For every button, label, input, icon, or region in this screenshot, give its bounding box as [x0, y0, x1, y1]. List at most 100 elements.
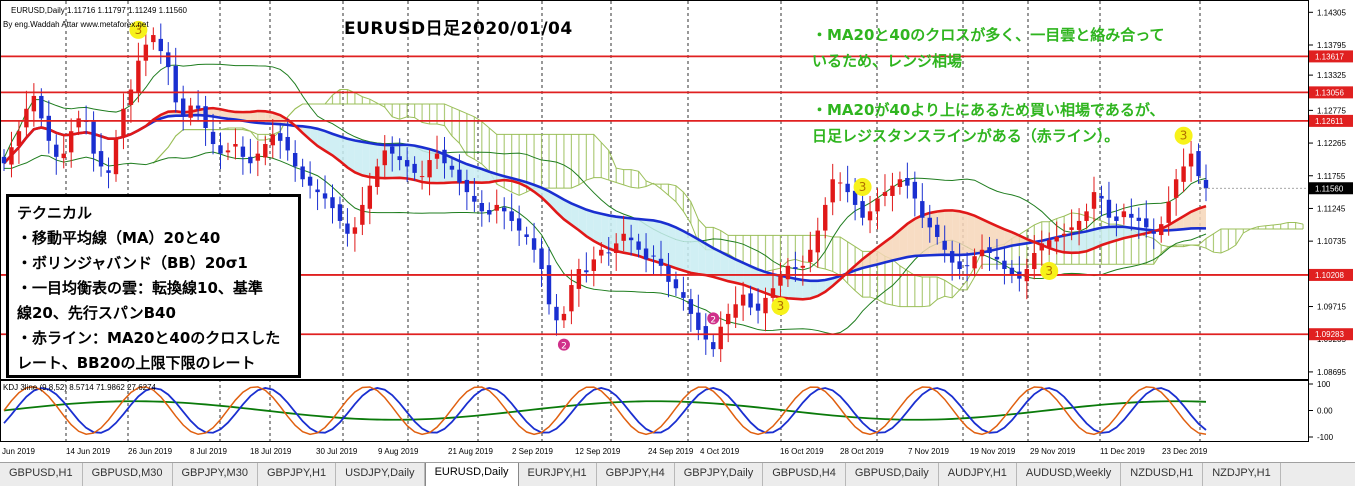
candle-body	[99, 151, 103, 166]
candle-body	[390, 147, 394, 154]
candle-body	[263, 144, 267, 157]
candle-body	[397, 156, 401, 160]
tech-line-redline-cont: レート、BB20の上限下限のレート	[17, 351, 298, 376]
ma-fill-segment	[698, 239, 705, 275]
candle-body	[278, 133, 282, 141]
tab-eurjpy-h1[interactable]: EURJPY,H1	[519, 463, 597, 486]
candle-body	[913, 182, 917, 199]
candle-body	[1122, 211, 1126, 217]
candle-body	[659, 259, 663, 266]
candle-body	[457, 170, 461, 183]
tab-gbpusd-daily[interactable]: GBPUSD,Daily	[846, 463, 939, 486]
tab-nzdusd-h1[interactable]: NZDUSD,H1	[1121, 463, 1203, 486]
candle-body	[517, 218, 521, 230]
tab-gbpjpy-m30[interactable]: GBPJPY,M30	[173, 463, 258, 486]
candle-body	[972, 256, 976, 268]
tab-nzdjpy-h1[interactable]: NZDJPY,H1	[1203, 463, 1280, 486]
candle-body	[465, 180, 469, 192]
tab-gbpusd-h1[interactable]: GBPUSD,H1	[0, 463, 83, 486]
candle-body	[1137, 218, 1141, 221]
candle-body	[719, 327, 723, 349]
candle-body	[1107, 200, 1111, 218]
date-axis-label: 12 Sep 2019	[575, 447, 621, 456]
candle-body	[689, 299, 693, 314]
tech-line-ichimoku-cont: 線20、先行スパンB40	[17, 301, 298, 326]
candle-body	[696, 313, 700, 330]
candle-body	[980, 250, 984, 256]
candle-body	[868, 211, 872, 220]
ma-fill-segment	[631, 218, 638, 256]
ma-fill-segment	[594, 212, 601, 245]
candle-body	[629, 238, 633, 241]
candle-body	[1092, 192, 1096, 209]
date-axis-label: 23 Dec 2019	[1162, 447, 1208, 456]
candle-body	[353, 227, 357, 233]
candle-body	[838, 182, 842, 183]
price-tick-label: 1.12775	[1317, 106, 1346, 115]
candle-body	[435, 154, 439, 159]
candle-body	[733, 304, 737, 317]
candle-body	[621, 234, 625, 241]
chart-title: EURUSD日足2020/01/04	[344, 14, 573, 39]
candle-body	[607, 252, 611, 253]
candle-body	[1204, 180, 1208, 188]
candle-body	[218, 145, 222, 153]
wave-marker-label: 3	[1045, 264, 1053, 278]
candle-body	[196, 106, 200, 109]
candle-body	[1069, 227, 1073, 230]
candle-body	[188, 106, 192, 118]
candle-body	[748, 293, 752, 307]
date-axis-label: 21 Aug 2019	[448, 447, 493, 456]
wave-marker-label: 3	[777, 299, 785, 313]
candle-body	[271, 134, 275, 145]
candle-body	[1084, 211, 1088, 221]
candle-body	[1174, 179, 1178, 198]
tab-gbpjpy-h4[interactable]: GBPJPY,H4	[597, 463, 675, 486]
price-tick-label: 1.12265	[1317, 139, 1346, 148]
candle-body	[1189, 154, 1193, 167]
tab-eurusd-daily[interactable]: EURUSD,Daily	[425, 462, 519, 486]
candle-body	[898, 179, 902, 187]
ma-fill-segment	[691, 235, 698, 274]
candle-body	[1002, 261, 1006, 269]
current-price-label: 1.11560	[1315, 184, 1344, 193]
tab-usdjpy-daily[interactable]: USDJPY,Daily	[336, 463, 425, 486]
tech-line-bb: ・ボリンジャバンド（BB）20σ1	[17, 251, 298, 276]
candle-body	[905, 178, 909, 186]
candle-body	[614, 243, 618, 253]
date-axis-label: 29 Nov 2019	[1030, 447, 1076, 456]
tab-gbpusd-h4[interactable]: GBPUSD,H4	[763, 463, 846, 486]
candle-body	[1054, 237, 1058, 241]
candle-body	[211, 132, 215, 144]
candle-body	[330, 197, 334, 208]
candle-body	[17, 131, 21, 146]
date-axis-label: 28 Oct 2019	[840, 447, 884, 456]
ma-fill-segment	[683, 231, 690, 273]
ma-fill-segment	[795, 279, 802, 300]
candle-body	[181, 99, 185, 116]
candle-body	[995, 257, 999, 260]
ma-fill-segment	[788, 277, 795, 299]
candle-body	[1196, 151, 1200, 176]
candle-body	[502, 207, 506, 211]
candle-body	[300, 166, 304, 179]
candle-body	[584, 270, 588, 272]
tab-audusd-weekly[interactable]: AUDUSD,Weekly	[1017, 463, 1121, 486]
tab-audjpy-h1[interactable]: AUDJPY,H1	[939, 463, 1017, 486]
tab-gbpjpy-daily[interactable]: GBPJPY,Daily	[675, 463, 764, 486]
price-tick-label: 1.09715	[1317, 303, 1346, 312]
price-tick-label: 1.10735	[1317, 237, 1346, 246]
candle-body	[763, 298, 767, 313]
candle-body	[151, 35, 155, 42]
date-axis-label: 16 Oct 2019	[780, 447, 824, 456]
candle-body	[592, 259, 596, 271]
note-line-4: 日足レジスタンスラインがある（赤ライン）。	[812, 125, 1119, 148]
candle-body	[480, 203, 484, 211]
wave-marker-label: 3	[1180, 129, 1188, 143]
tab-gbpjpy-h1[interactable]: GBPJPY,H1	[258, 463, 336, 486]
candle-body	[950, 251, 954, 263]
candle-body	[577, 269, 581, 289]
tab-gbpusd-m30[interactable]: GBPUSD,M30	[83, 463, 173, 486]
candle-body	[114, 138, 118, 175]
